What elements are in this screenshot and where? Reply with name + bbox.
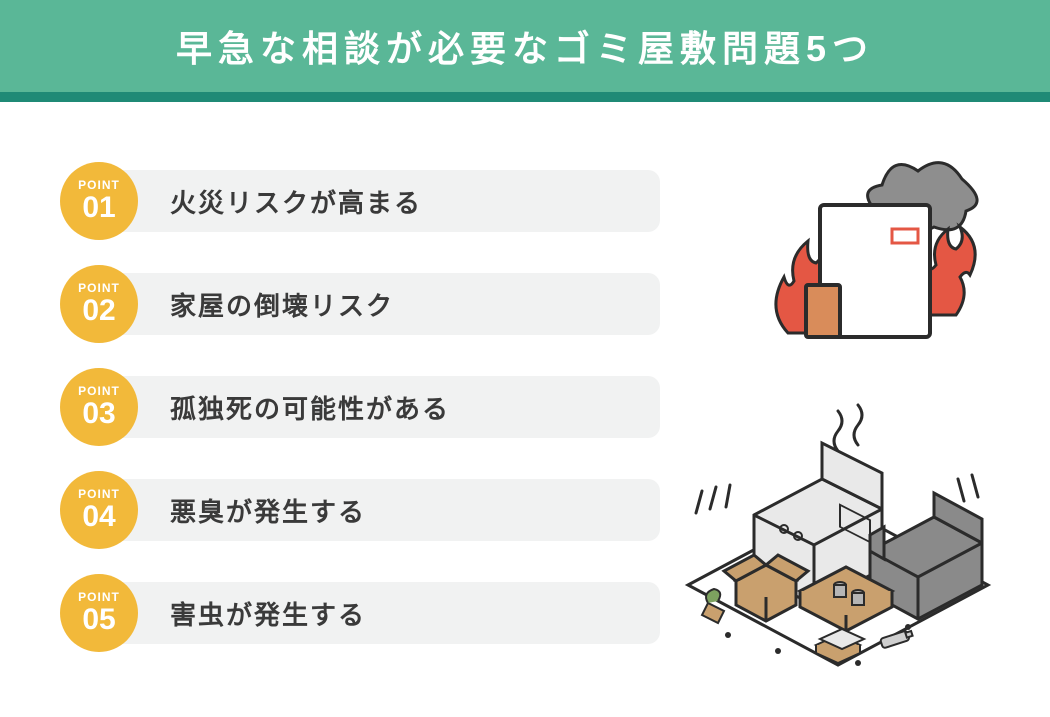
point-badge-label: POINT [78, 179, 120, 191]
point-badge-label: POINT [78, 385, 120, 397]
point-bar: 悪臭が発生する [90, 479, 660, 541]
point-bar: 害虫が発生する [90, 582, 660, 644]
point-badge: POINT 02 [60, 265, 138, 343]
point-badge: POINT 03 [60, 368, 138, 446]
page-title: 早急な相談が必要なゴミ屋敷問題5つ [176, 20, 874, 72]
point-badge-number: 04 [82, 502, 115, 532]
point-text: 孤独死の可能性がある [170, 389, 450, 426]
point-bar: 火災リスクが高まる [90, 170, 660, 232]
point-text: 火災リスクが高まる [170, 183, 422, 220]
point-badge-label: POINT [78, 282, 120, 294]
point-badge-label: POINT [78, 488, 120, 500]
point-badge-number: 03 [82, 399, 115, 429]
point-badge-number: 02 [82, 296, 115, 326]
point-badge: POINT 05 [60, 574, 138, 652]
point-badge: POINT 01 [60, 162, 138, 240]
point-bar: 家屋の倒壊リスク [90, 273, 660, 335]
messy-room-illustration [658, 395, 1008, 690]
header-bar: 早急な相談が必要なゴミ屋敷問題5つ [0, 0, 1050, 92]
point-text: 悪臭が発生する [170, 492, 366, 529]
point-badge: POINT 04 [60, 471, 138, 549]
point-bar: 孤独死の可能性がある [90, 376, 660, 438]
point-text: 家屋の倒壊リスク [170, 286, 394, 323]
fire-building-illustration [760, 155, 980, 360]
point-badge-number: 01 [82, 193, 115, 223]
point-badge-label: POINT [78, 591, 120, 603]
point-badge-number: 05 [82, 605, 115, 635]
point-text: 害虫が発生する [170, 595, 366, 632]
